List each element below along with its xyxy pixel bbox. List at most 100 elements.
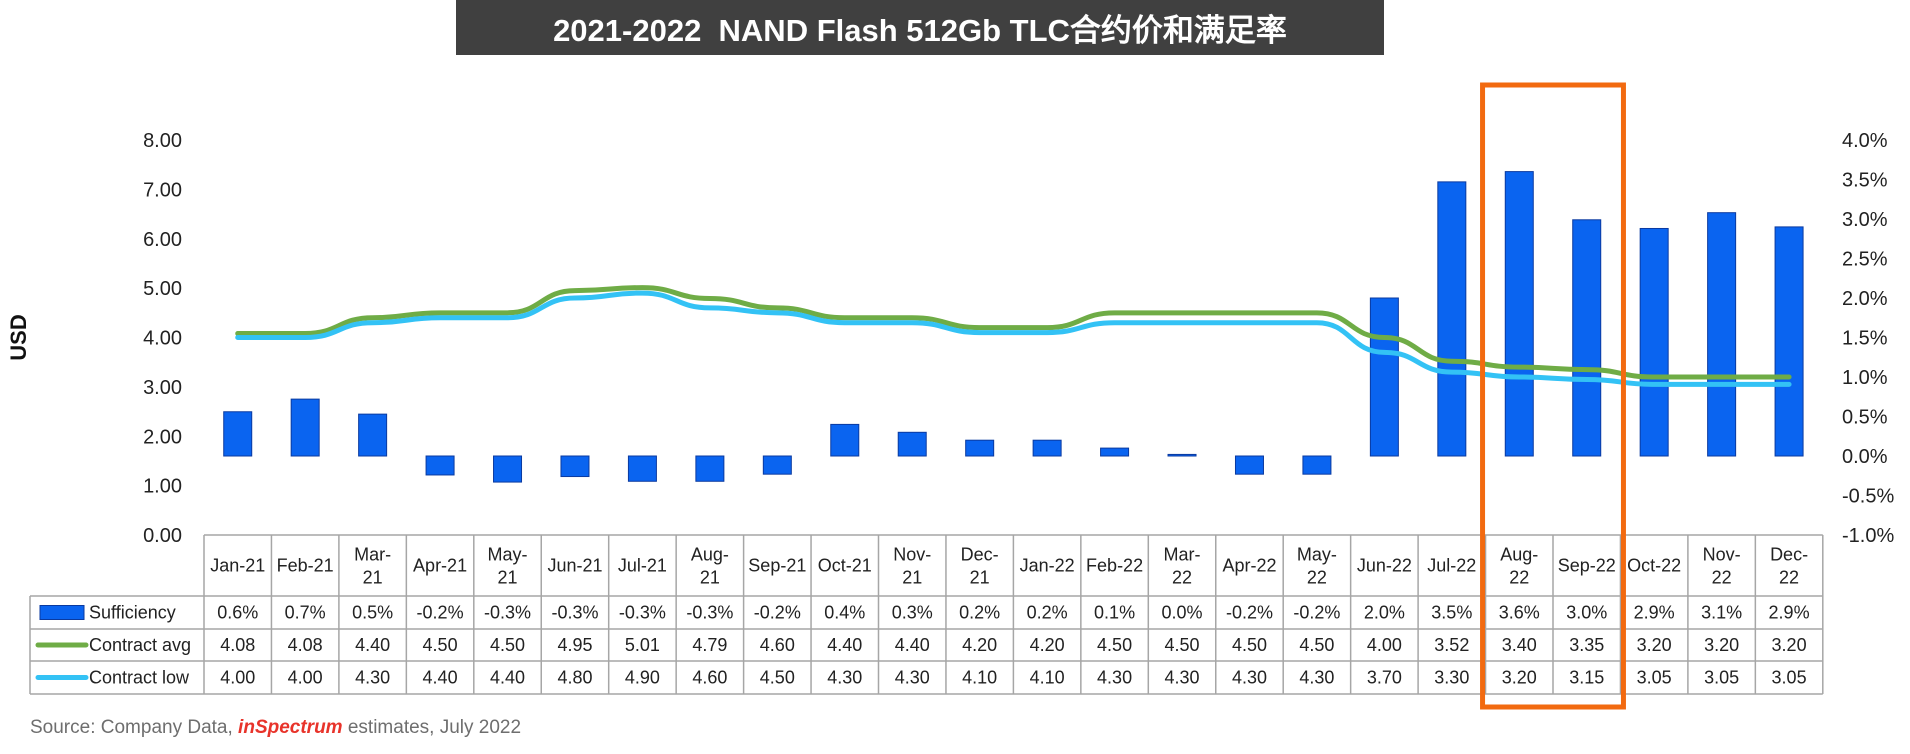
category-label: 21 (498, 568, 518, 588)
table-cell: 4.50 (760, 668, 795, 688)
table-cell: 2.9% (1634, 603, 1675, 623)
table-cell: 3.35 (1569, 635, 1604, 655)
table-cell: 4.40 (423, 668, 458, 688)
category-label: Jan-21 (210, 556, 265, 576)
table-cell: 4.30 (827, 668, 862, 688)
table-cell: 4.30 (1097, 668, 1132, 688)
sufficiency-bar (223, 411, 253, 457)
table-cell: 0.0% (1162, 603, 1203, 623)
table-cell: 0.3% (892, 603, 933, 623)
table-cell: 4.79 (692, 635, 727, 655)
table-cell: 0.6% (217, 603, 258, 623)
highlight-box (1480, 82, 1626, 710)
chart-title-bar: 2021-2022 NAND Flash 512Gb TLC合约价和满足率 (456, 0, 1384, 55)
table-cell: 4.50 (1299, 635, 1334, 655)
category-label: 22 (1712, 568, 1732, 588)
sufficiency-bar (1707, 212, 1737, 457)
table-cell: 4.10 (962, 668, 997, 688)
table-cell: 4.50 (1097, 635, 1132, 655)
table-cell: 3.20 (1637, 635, 1672, 655)
category-label: Dec- (1770, 545, 1808, 565)
sufficiency-bar (1369, 297, 1399, 457)
table-cell: 0.1% (1094, 603, 1135, 623)
right-axis-tick: -0.5% (1842, 486, 1894, 508)
category-label: Jan-22 (1020, 556, 1075, 576)
table-cell: 4.20 (1030, 635, 1065, 655)
table-cell: 4.10 (1030, 668, 1065, 688)
right-axis-tick: 1.0% (1842, 367, 1888, 389)
table-cell: 4.30 (355, 668, 390, 688)
category-label: Nov- (893, 545, 931, 565)
left-axis-tick: 0.00 (143, 525, 182, 547)
left-axis-tick: 6.00 (143, 229, 182, 251)
left-axis-tick: 1.00 (143, 476, 182, 498)
category-label: Jun-21 (547, 556, 602, 576)
table-cell: 5.01 (625, 635, 660, 655)
table-cell: 3.0% (1566, 603, 1607, 623)
table-cell: 3.70 (1367, 668, 1402, 688)
contract-avg-line (235, 285, 1792, 380)
table-cell: 3.05 (1704, 668, 1739, 688)
right-axis-tick: 4.0% (1842, 130, 1888, 152)
category-label: May- (488, 545, 528, 565)
right-axis-tick: 0.5% (1842, 407, 1888, 429)
right-axis-tick: 2.0% (1842, 288, 1888, 310)
sufficiency-bar (425, 455, 455, 476)
sufficiency-bar (493, 455, 523, 483)
table-cell: 4.60 (760, 635, 795, 655)
table-cell: -0.2% (1226, 603, 1273, 623)
right-axis-tick: 0.0% (1842, 446, 1888, 468)
category-label: Aug- (1500, 545, 1538, 565)
data-table-grid (29, 534, 1824, 695)
table-cell: 4.08 (288, 635, 323, 655)
sufficiency-bar (1437, 181, 1467, 457)
sufficiency-bar (358, 413, 388, 457)
right-axis-tick: 3.0% (1842, 209, 1888, 231)
table-cell: 4.00 (220, 668, 255, 688)
category-label: Feb-22 (1086, 556, 1143, 576)
sufficiency-bar (1100, 447, 1130, 457)
category-label: 21 (970, 568, 990, 588)
table-cell: 4.30 (1232, 668, 1267, 688)
table-cell: 4.30 (1299, 668, 1334, 688)
legend-label: Contract low (89, 668, 190, 688)
category-label: Jul-22 (1427, 556, 1476, 576)
sufficiency-bar (830, 423, 860, 457)
left-axis-tick: 4.00 (143, 328, 182, 350)
table-cell: 0.2% (1027, 603, 1068, 623)
table-cell: 3.20 (1772, 635, 1807, 655)
table-cell: 4.40 (827, 635, 862, 655)
sufficiency-bar (1774, 226, 1804, 457)
left-axis-tick: 8.00 (143, 130, 182, 152)
sufficiency-bar (1032, 439, 1062, 457)
category-label: Jun-22 (1357, 556, 1412, 576)
category-label: Apr-21 (413, 556, 467, 576)
left-axis-tick: 2.00 (143, 426, 182, 448)
table-cell: 4.50 (490, 635, 525, 655)
category-label: Mar- (1164, 545, 1201, 565)
table-cell: -0.2% (754, 603, 801, 623)
source-note: Source: Company Data, inSpectrum estimat… (30, 717, 521, 739)
sufficiency-bar (762, 455, 792, 475)
legend-sufficiency-swatch (39, 605, 85, 620)
source-suffix: estimates, July 2022 (342, 717, 522, 738)
table-cell: 3.40 (1502, 635, 1537, 655)
table-cell: -0.3% (551, 603, 598, 623)
category-label: May- (1297, 545, 1337, 565)
right-axis-tick: -1.0% (1842, 525, 1894, 547)
category-label: 22 (1509, 568, 1529, 588)
category-label: Sep-21 (748, 556, 806, 576)
category-label: 21 (902, 568, 922, 588)
table-cell: 4.40 (490, 668, 525, 688)
table-cell: 4.00 (288, 668, 323, 688)
table-cell: -0.3% (484, 603, 531, 623)
right-axis-tick: 1.5% (1842, 328, 1888, 350)
table-cell: 4.95 (557, 635, 592, 655)
table-cell: 3.5% (1431, 603, 1472, 623)
sufficiency-bar (897, 431, 927, 457)
table-cell: 4.30 (1165, 668, 1200, 688)
table-cell: 4.50 (1232, 635, 1267, 655)
source-brand-red: in (238, 717, 255, 738)
sufficiency-bar (965, 439, 995, 457)
right-axis-tick: 3.5% (1842, 170, 1888, 192)
